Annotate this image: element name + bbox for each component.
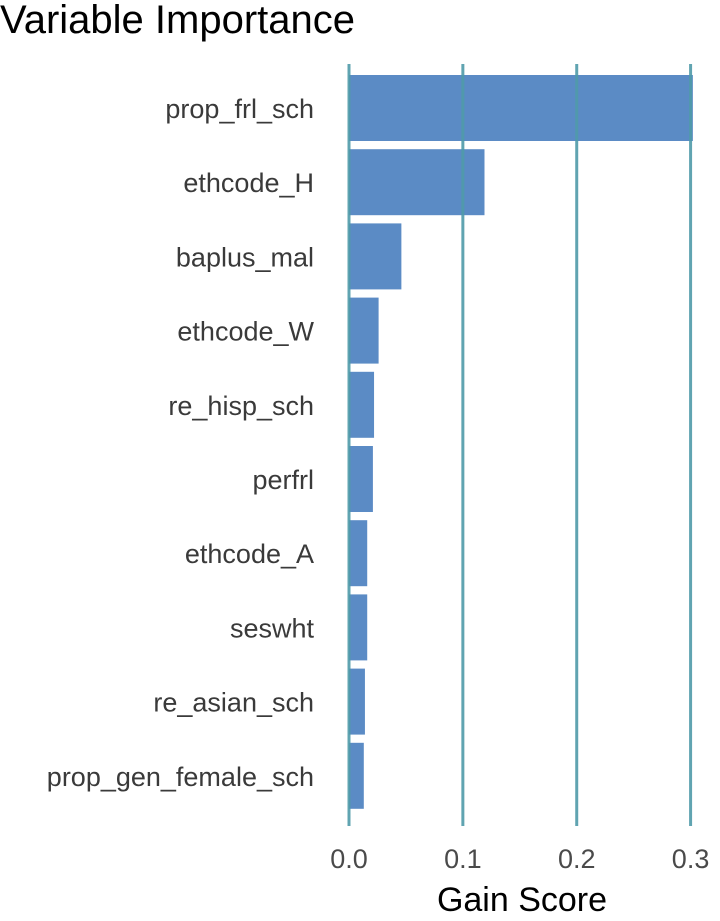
x-axis-title: Gain Score xyxy=(437,881,607,919)
bar-ethcode-W xyxy=(349,297,379,364)
x-tick-label: 0.1 xyxy=(444,844,482,874)
bars xyxy=(349,75,693,809)
category-label: prop_gen_female_sch xyxy=(47,762,314,792)
category-label: seswht xyxy=(230,613,315,643)
x-tick-label: 0.2 xyxy=(558,844,596,874)
category-labels: prop_frl_sch ethcode_H baplus_mal ethcode_W… xyxy=(47,94,315,792)
x-tick-label: 0.0 xyxy=(330,844,368,874)
bar-re-asian-sch xyxy=(349,668,365,735)
bar-re-hisp-sch xyxy=(349,371,375,438)
x-tick-label: 0.3 xyxy=(672,844,710,874)
bar-baplus-mal xyxy=(349,223,402,290)
bar-ethcode-A xyxy=(349,520,368,587)
category-label: ethcode_A xyxy=(185,539,314,569)
bar-prop-frl-sch xyxy=(349,75,693,141)
bar-seswht xyxy=(349,594,368,661)
chart-title: Variable Importance xyxy=(0,0,355,42)
x-tick-labels: 0.0 0.1 0.2 0.3 xyxy=(330,844,709,874)
category-label: re_asian_sch xyxy=(153,688,314,718)
category-label: ethcode_W xyxy=(177,317,314,347)
category-label: prop_frl_sch xyxy=(165,94,314,124)
category-label: perfrl xyxy=(252,465,314,495)
bar-perfrl xyxy=(349,446,373,512)
category-label: re_hisp_sch xyxy=(168,391,314,421)
gridlines xyxy=(347,64,693,826)
bar-prop-gen-female-sch xyxy=(349,742,364,809)
category-label: baplus_mal xyxy=(176,242,314,272)
category-label: ethcode_H xyxy=(183,168,314,198)
